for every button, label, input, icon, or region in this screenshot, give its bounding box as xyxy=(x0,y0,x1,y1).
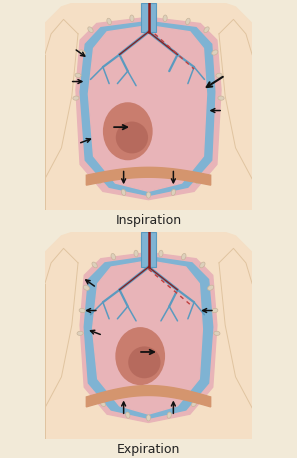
Ellipse shape xyxy=(92,262,97,268)
Ellipse shape xyxy=(192,401,197,407)
Ellipse shape xyxy=(96,178,101,184)
Polygon shape xyxy=(219,248,252,377)
Polygon shape xyxy=(86,167,211,185)
Ellipse shape xyxy=(204,27,209,33)
Polygon shape xyxy=(45,3,252,210)
Ellipse shape xyxy=(134,250,138,257)
Ellipse shape xyxy=(200,262,205,268)
Ellipse shape xyxy=(146,415,151,421)
Polygon shape xyxy=(89,26,206,191)
Ellipse shape xyxy=(111,253,116,260)
Ellipse shape xyxy=(79,308,85,313)
FancyBboxPatch shape xyxy=(141,3,156,32)
Ellipse shape xyxy=(103,102,153,160)
Ellipse shape xyxy=(181,253,186,260)
Ellipse shape xyxy=(159,250,163,257)
Ellipse shape xyxy=(83,285,89,290)
FancyBboxPatch shape xyxy=(141,232,156,267)
Text: Expiration: Expiration xyxy=(117,443,180,456)
Polygon shape xyxy=(80,252,217,422)
Ellipse shape xyxy=(107,18,111,25)
Polygon shape xyxy=(93,261,202,414)
Ellipse shape xyxy=(126,412,130,418)
Ellipse shape xyxy=(146,192,151,198)
Polygon shape xyxy=(84,256,213,418)
Polygon shape xyxy=(45,19,78,148)
Ellipse shape xyxy=(186,18,190,25)
Polygon shape xyxy=(76,17,221,200)
Ellipse shape xyxy=(77,331,83,335)
Ellipse shape xyxy=(216,73,222,77)
Ellipse shape xyxy=(171,189,176,196)
Text: Inspiration: Inspiration xyxy=(116,214,181,227)
Ellipse shape xyxy=(130,15,134,22)
Polygon shape xyxy=(45,232,252,439)
Ellipse shape xyxy=(121,189,126,196)
Ellipse shape xyxy=(75,73,81,77)
Ellipse shape xyxy=(167,412,171,418)
Ellipse shape xyxy=(212,308,218,313)
Ellipse shape xyxy=(163,15,167,22)
Ellipse shape xyxy=(212,50,218,55)
Ellipse shape xyxy=(73,96,79,100)
Polygon shape xyxy=(86,386,211,407)
Ellipse shape xyxy=(128,346,160,378)
Ellipse shape xyxy=(79,50,85,55)
Ellipse shape xyxy=(214,331,220,335)
Ellipse shape xyxy=(115,327,165,385)
Ellipse shape xyxy=(100,401,105,407)
Ellipse shape xyxy=(116,121,148,153)
Polygon shape xyxy=(80,22,215,196)
Polygon shape xyxy=(219,19,252,148)
Ellipse shape xyxy=(208,285,214,290)
Ellipse shape xyxy=(88,27,93,33)
Ellipse shape xyxy=(218,96,224,100)
Ellipse shape xyxy=(196,178,201,184)
Polygon shape xyxy=(45,248,78,377)
